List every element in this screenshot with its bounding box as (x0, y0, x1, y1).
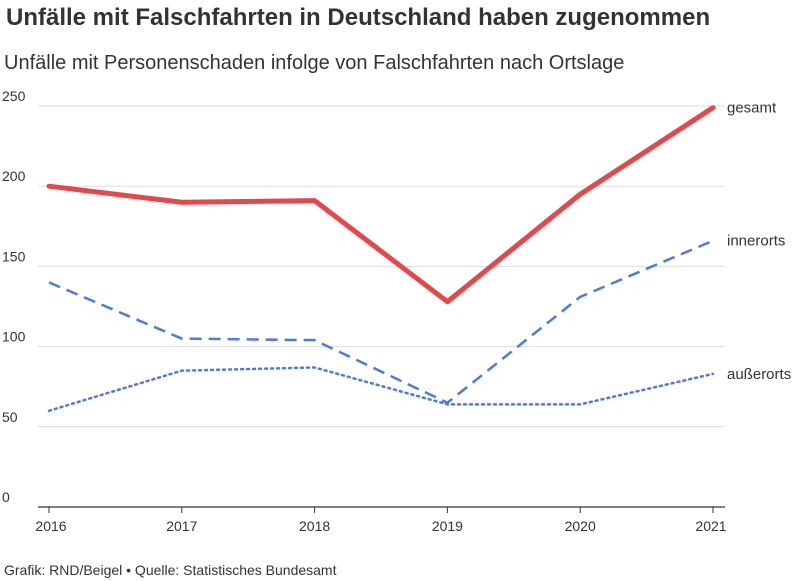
y-tick-label: 100 (2, 329, 26, 345)
series-line-0 (46, 105, 716, 305)
series-labels: gesamt innerorts außerorts (727, 100, 791, 383)
x-tick-label: 2017 (166, 518, 197, 534)
source-footer: Grafik: RND/Beigel • Quelle: Statistisch… (4, 562, 337, 578)
chart-title: Unfälle mit Falschfahrten in Deutschland… (6, 4, 711, 31)
y-tick-label: 250 (2, 88, 26, 104)
series-label-1: innerorts (727, 233, 785, 250)
x-tick-label: 2016 (35, 518, 66, 534)
series-line-2 (47, 366, 715, 413)
series-lines (46, 105, 716, 413)
y-axis-ticks: 0 50 100 150 200 250 (2, 88, 26, 505)
y-tick-label: 150 (2, 248, 26, 264)
x-tick-label: 2018 (299, 518, 330, 534)
series-label-0: gesamt (727, 100, 777, 117)
series-line-1 (48, 239, 714, 404)
series-label-2: außerorts (727, 366, 791, 383)
y-tick-label: 50 (2, 409, 18, 425)
grid-lines (38, 105, 725, 508)
y-tick-label: 200 (2, 168, 26, 184)
chart-subtitle: Unfälle mit Personenschaden infolge von … (4, 52, 625, 74)
y-tick-label: 0 (2, 489, 10, 505)
x-tick-label: 2019 (432, 518, 463, 534)
x-axis-ticks: 2016 2017 2018 2019 2020 2021 (35, 507, 727, 534)
x-tick-label: 2020 (565, 518, 596, 534)
x-tick-label: 2021 (695, 518, 726, 534)
